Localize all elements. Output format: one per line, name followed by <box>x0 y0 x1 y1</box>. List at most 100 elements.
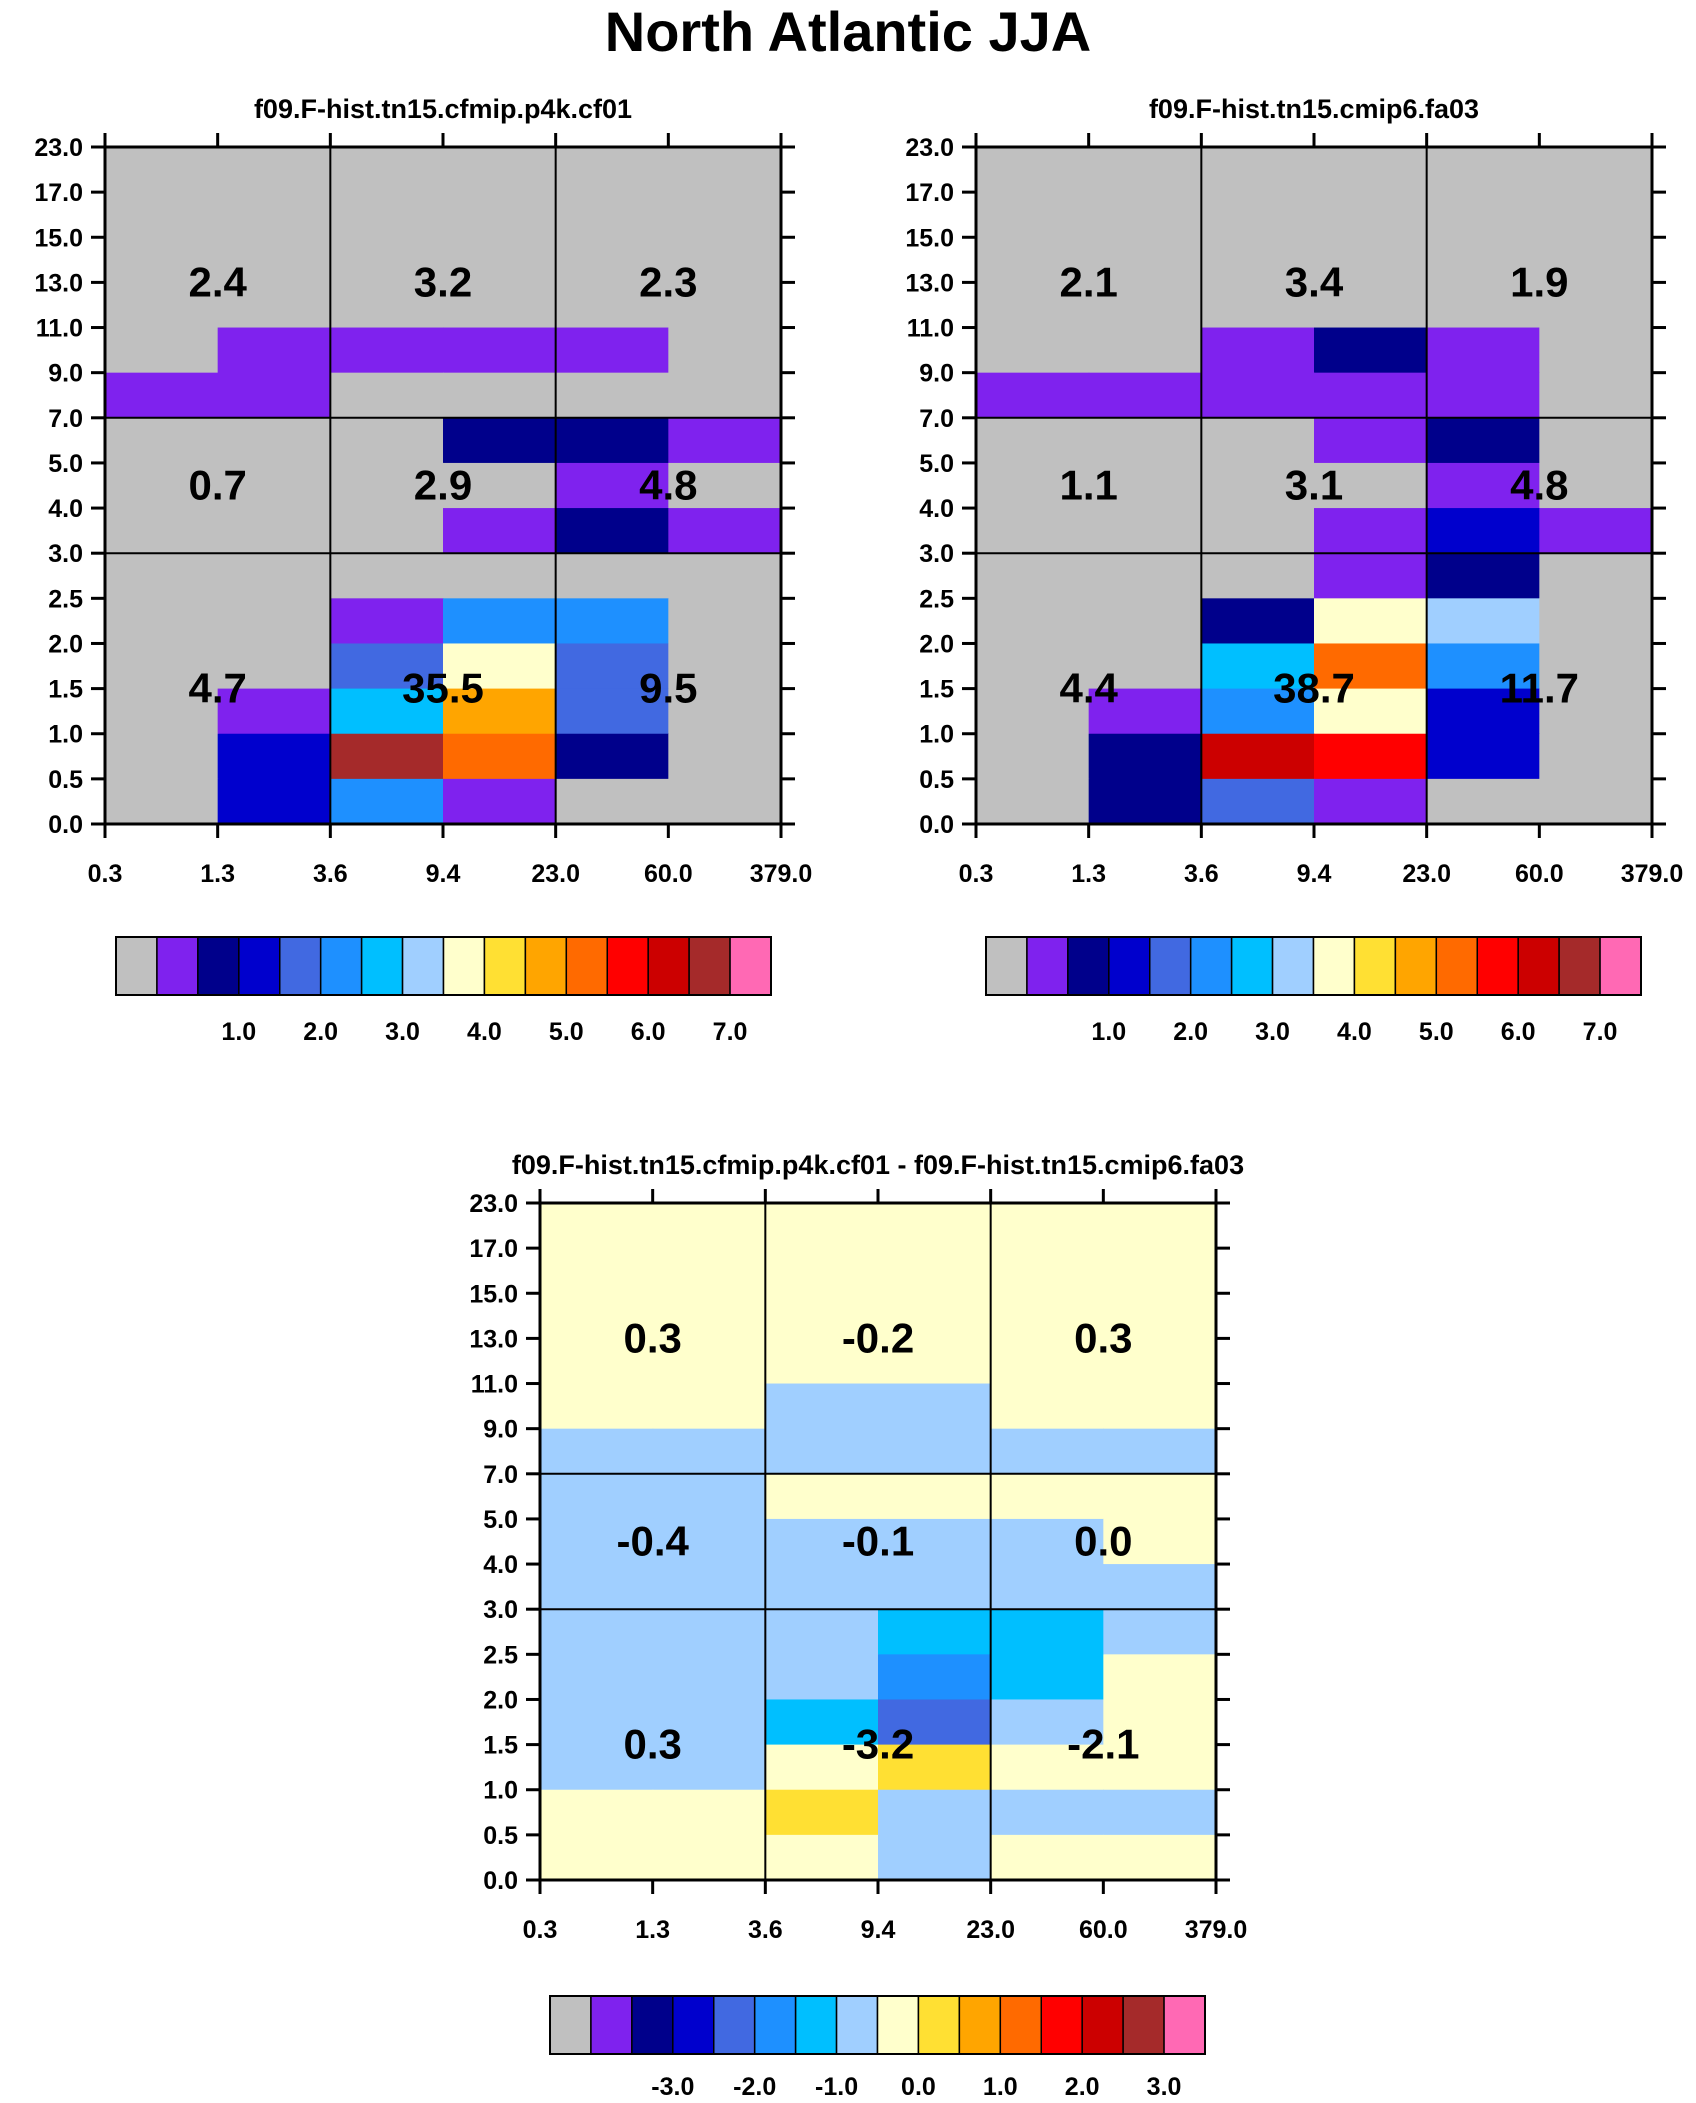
x-tick-label: 23.0 <box>1402 860 1451 888</box>
heatmap-cell <box>217 417 331 464</box>
heatmap-cell <box>878 1518 992 1565</box>
colorbar-swatch <box>360 936 404 996</box>
group-value-label: 4.8 <box>639 462 697 509</box>
heatmap-cell <box>878 1744 992 1791</box>
heatmap-cell <box>555 778 669 825</box>
heatmap-cell <box>976 282 1090 329</box>
heatmap-cell <box>105 688 219 735</box>
heatmap-cell <box>652 1518 766 1565</box>
heatmap-cell <box>765 1293 879 1339</box>
heatmap-cell <box>555 598 669 645</box>
heatmap-cell <box>540 1609 654 1655</box>
heatmap-cell <box>1539 282 1653 329</box>
heatmap-cell <box>668 778 782 825</box>
heatmap-cell <box>1539 598 1653 645</box>
heatmap-cell <box>443 733 557 780</box>
heatmap-cell <box>540 1744 654 1791</box>
colorbar-label: 1.0 <box>1091 1018 1126 1046</box>
heatmap-cell <box>555 553 669 599</box>
heatmap-cell <box>443 643 557 690</box>
heatmap-cell <box>443 192 557 238</box>
heatmap-cell <box>765 1338 879 1385</box>
group-value-label: 4.4 <box>1059 665 1118 712</box>
heatmap-cell <box>878 1654 992 1701</box>
heatmap-cell <box>1103 1609 1217 1655</box>
heatmap-cell <box>668 147 782 193</box>
colorbar-label: 1.0 <box>983 2073 1018 2101</box>
colorbar-swatch <box>1122 1995 1165 2055</box>
heatmap-cell <box>1314 417 1428 464</box>
heatmap-cell <box>990 1654 1104 1701</box>
y-tick-label: 3.0 <box>48 540 83 568</box>
heatmap-cell <box>1103 1699 1217 1746</box>
x-tick-label: 0.3 <box>88 860 123 888</box>
colorbar-label: 5.0 <box>1419 1018 1454 1046</box>
heatmap-cell <box>540 1564 654 1610</box>
colorbar-label: 7.0 <box>1583 1018 1618 1046</box>
y-tick-label: 0.0 <box>483 1867 518 1895</box>
heatmap-cell <box>878 1834 992 1881</box>
colorbar-swatch <box>876 1995 920 2055</box>
heatmap-cell <box>990 1473 1104 1520</box>
y-tick-label: 15.0 <box>469 1280 518 1308</box>
group-value-label: 2.4 <box>188 258 247 305</box>
y-tick-label: 23.0 <box>34 134 83 162</box>
heatmap-cell <box>878 1699 992 1746</box>
heatmap-cell <box>668 598 782 645</box>
heatmap-cell <box>540 1383 654 1430</box>
heatmap-cell <box>1426 688 1540 735</box>
heatmap-cell <box>652 1699 766 1746</box>
heatmap-cell <box>976 147 1090 193</box>
colorbar-swatch <box>1230 936 1274 996</box>
colorbar-swatch <box>631 1995 674 2055</box>
y-tick-label: 4.0 <box>483 1551 518 1579</box>
heatmap-cell <box>652 1248 766 1294</box>
heatmap-cell <box>1103 1789 1217 1836</box>
heatmap-cell <box>105 778 219 825</box>
heatmap-cell <box>1314 598 1428 645</box>
heatmap-cell <box>765 1654 879 1701</box>
y-tick-label: 5.0 <box>919 450 954 478</box>
heatmap-cell <box>443 327 557 374</box>
heatmap-cell <box>555 147 669 193</box>
colorbar-label: 3.0 <box>1255 1018 1290 1046</box>
colorbar-swatch <box>958 1995 1002 2055</box>
y-tick-label: 11.0 <box>907 315 954 343</box>
heatmap-cell <box>1314 508 1428 554</box>
heatmap-cell <box>330 192 444 238</box>
heatmap-cell <box>330 508 444 554</box>
heatmap-cell <box>1314 327 1428 374</box>
heatmap-cell <box>217 508 331 554</box>
heatmap-cell <box>878 1293 992 1339</box>
colorbar-label: 2.0 <box>1065 2073 1100 2101</box>
heatmap-cell <box>1314 147 1428 193</box>
group-value-label: 3.1 <box>1285 462 1343 509</box>
heatmap-cell <box>1103 1338 1217 1385</box>
heatmap-cell <box>105 417 219 464</box>
y-tick-label: 9.0 <box>919 360 954 388</box>
group-value-label: 2.3 <box>639 258 697 305</box>
heatmap-cell <box>878 1383 992 1430</box>
y-tick-label: 17.0 <box>469 1235 518 1263</box>
heatmap-cell <box>990 1564 1104 1610</box>
y-tick-label: 2.0 <box>483 1686 518 1714</box>
heatmap-cell <box>976 372 1090 419</box>
y-tick-label: 17.0 <box>34 179 83 207</box>
heatmap-cell <box>652 1834 766 1881</box>
colorbar-swatch <box>729 936 772 996</box>
heatmap-cell <box>765 1609 879 1655</box>
heatmap-cell <box>1539 192 1653 238</box>
group-value-label: 0.3 <box>1074 1314 1132 1361</box>
heatmap-cell <box>330 688 444 735</box>
heatmap-cell <box>765 1248 879 1294</box>
x-tick-label: 60.0 <box>1515 860 1564 888</box>
group-value-label: 0.3 <box>623 1721 681 1768</box>
heatmap-cell <box>765 1834 879 1881</box>
heatmap-cell <box>217 327 331 374</box>
heatmap-cell <box>217 282 331 329</box>
heatmap-cell <box>976 553 1090 599</box>
y-tick-label: 2.5 <box>919 585 954 613</box>
colorbar-swatch <box>197 936 240 996</box>
heatmap-cell <box>1426 147 1540 193</box>
heatmap-cell <box>443 462 557 509</box>
